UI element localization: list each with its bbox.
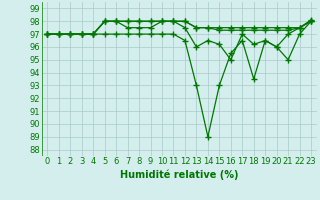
X-axis label: Humidité relative (%): Humidité relative (%): [120, 169, 238, 180]
